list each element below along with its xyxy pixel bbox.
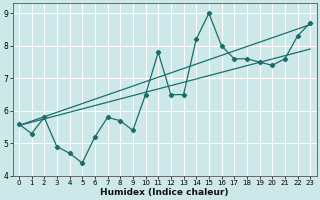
X-axis label: Humidex (Indice chaleur): Humidex (Indice chaleur) (100, 188, 229, 197)
